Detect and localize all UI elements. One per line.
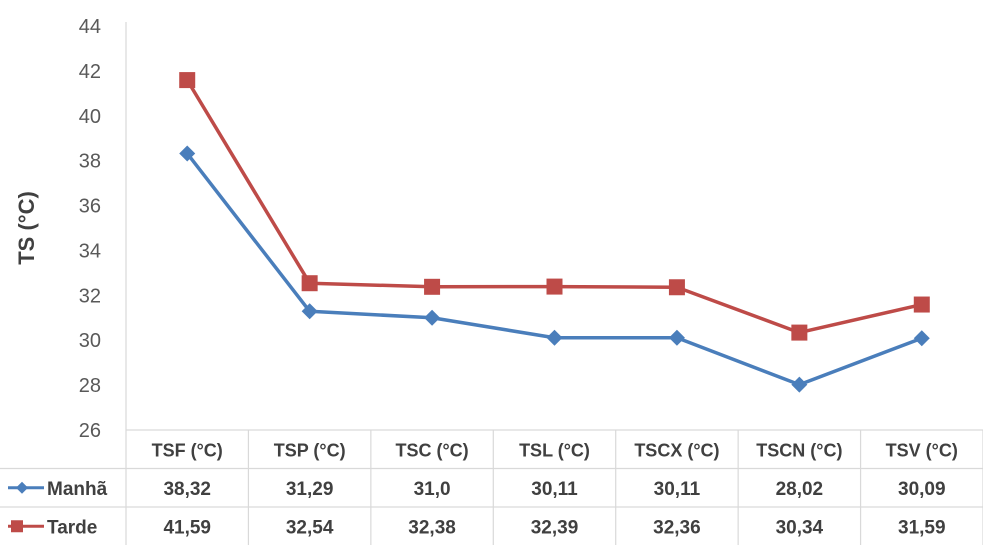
- x-tick-label: TSF (°C): [152, 440, 223, 460]
- data-point-square: [424, 278, 441, 295]
- x-tick-label: TSCX (°C): [634, 440, 719, 460]
- data-point-square: [301, 275, 318, 292]
- y-axis-label: TS (°C): [14, 191, 39, 265]
- table-cell-value: 32,38: [408, 517, 456, 538]
- y-tick-label: 32: [79, 285, 101, 307]
- table-cell-value: 32,39: [531, 517, 579, 538]
- data-point-diamond: [424, 309, 441, 326]
- x-tick-label: TSP (°C): [274, 440, 346, 460]
- legend-marker-square: [11, 520, 23, 533]
- table-cell-value: 32,36: [653, 517, 701, 538]
- series-line-manh: [185, 152, 923, 387]
- y-tick-label: 38: [79, 151, 101, 173]
- data-point-diamond: [913, 330, 930, 347]
- y-tick-label: 28: [79, 375, 101, 397]
- table-cell-value: 30,09: [898, 479, 946, 500]
- table-cell-value: 30,11: [531, 479, 578, 500]
- data-point-diamond: [668, 329, 685, 346]
- y-axis-ticks: 26 28 30 32 34 36 38 40 42 44: [79, 16, 101, 442]
- table-cell-value: 32,54: [286, 517, 334, 538]
- x-tick-label: TSC (°C): [395, 440, 468, 460]
- data-point-square: [791, 324, 808, 341]
- data-point-square: [546, 278, 563, 295]
- table-cell-value: 30,34: [776, 517, 824, 538]
- data-point-diamond: [791, 376, 808, 393]
- legend-label: Manhã: [47, 479, 108, 500]
- data-point-diamond: [546, 329, 563, 346]
- table-cell-value: 28,02: [776, 479, 824, 500]
- data-point-square: [913, 296, 930, 313]
- table-cell-value: 38,32: [163, 479, 211, 500]
- table-cell-value: 31,29: [286, 479, 334, 500]
- y-tick-label: 40: [79, 106, 101, 128]
- data-point-diamond: [179, 145, 196, 162]
- table-cell-value: 31,0: [414, 479, 451, 500]
- data-point-square: [179, 72, 196, 89]
- x-tick-label: TSCN (°C): [756, 440, 842, 460]
- series-group: [179, 72, 930, 393]
- y-tick-label: 42: [79, 61, 101, 83]
- y-tick-label: 34: [79, 240, 101, 262]
- x-tick-label: TSV (°C): [886, 440, 958, 460]
- data-point-diamond: [301, 303, 318, 320]
- table-cell-value: 30,11: [654, 479, 701, 500]
- table-cell-value: 31,59: [898, 517, 946, 538]
- y-tick-label: 26: [79, 420, 101, 442]
- y-tick-label: 30: [79, 330, 101, 352]
- legend-label: Tarde: [47, 517, 97, 538]
- legend-marker-diamond: [16, 481, 28, 494]
- table-cell-value: 41,59: [163, 517, 211, 538]
- x-tick-label: TSL (°C): [519, 440, 590, 460]
- y-tick-label: 44: [79, 16, 101, 38]
- y-tick-label: 36: [79, 196, 101, 218]
- data-point-square: [668, 279, 685, 296]
- data-table: TSF (°C) TSP (°C) TSC (°C) TSL (°C) TSCX (°C…: [0, 429, 983, 545]
